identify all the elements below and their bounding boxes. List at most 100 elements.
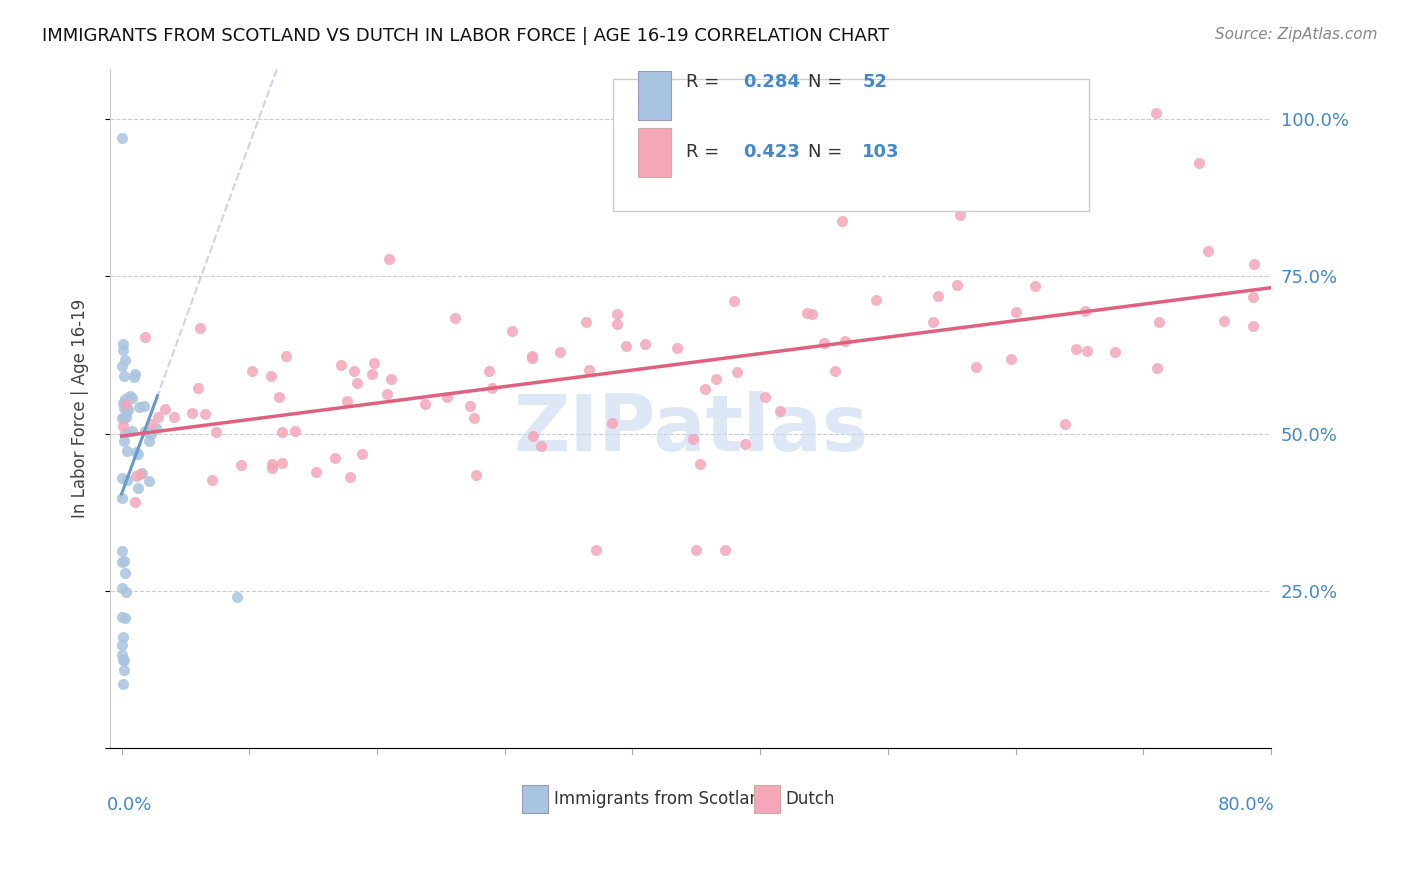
Point [378, 252, 401, 267]
Point [689, 457, 711, 471]
Point [111, 471, 134, 485]
Point [548, 344, 571, 359]
Bar [522, 785, 548, 814]
Text: N =: N = [808, 73, 848, 91]
Point [274, 350, 297, 364]
Point [260, 457, 283, 471]
Point [501, 324, 523, 338]
Point [269, 390, 291, 404]
Point [112, 396, 135, 410]
Point [127, 446, 149, 460]
Point [530, 439, 553, 453]
Point [146, 409, 169, 424]
Point [436, 390, 458, 404]
Point [665, 341, 688, 355]
Bar [638, 70, 671, 120]
Point [115, 401, 138, 416]
Point [125, 444, 148, 458]
Point [725, 365, 748, 379]
Point [112, 554, 135, 568]
Point [201, 473, 224, 487]
Point [132, 400, 155, 414]
Point [111, 555, 134, 569]
Text: ZIPatlas: ZIPatlas [513, 391, 868, 467]
Point [520, 351, 543, 366]
Point [117, 403, 139, 417]
Point [111, 639, 134, 653]
Point [305, 465, 328, 479]
Point [1144, 105, 1167, 120]
Point [363, 355, 385, 369]
Point [695, 382, 717, 396]
Point [112, 434, 135, 448]
Point [585, 543, 607, 558]
Point [271, 456, 294, 470]
Text: Source: ZipAtlas.com: Source: ZipAtlas.com [1215, 27, 1378, 42]
Point [229, 458, 252, 472]
Point [522, 349, 544, 363]
Point [204, 425, 226, 439]
Point [330, 359, 353, 373]
Bar [755, 785, 780, 814]
Point [111, 359, 134, 374]
Point [754, 390, 776, 404]
Point [139, 417, 162, 431]
Point [336, 394, 359, 409]
Point [824, 364, 846, 378]
Point [1147, 314, 1170, 328]
Point [124, 367, 146, 381]
Text: N =: N = [808, 143, 848, 161]
Point [1024, 279, 1046, 293]
Point [112, 663, 135, 677]
Point [121, 424, 143, 438]
Point [1073, 304, 1095, 318]
Point [1212, 313, 1234, 327]
Point [180, 405, 202, 419]
Point [339, 469, 361, 483]
Point [112, 653, 135, 667]
Text: R =: R = [686, 143, 725, 161]
Point [127, 481, 149, 495]
Point [1243, 257, 1265, 271]
Point [270, 425, 292, 439]
Text: Dutch: Dutch [786, 789, 835, 808]
Point [145, 420, 167, 434]
Point [813, 336, 835, 351]
Point [464, 467, 486, 482]
Point [110, 130, 132, 145]
Point [614, 339, 637, 353]
Point [1004, 305, 1026, 319]
Point [415, 397, 437, 411]
Point [578, 363, 600, 377]
FancyBboxPatch shape [613, 78, 1088, 211]
Point [458, 399, 481, 413]
Point [284, 425, 307, 439]
Point [1197, 244, 1219, 258]
Point [1188, 156, 1211, 170]
Point [114, 392, 136, 406]
Point [112, 419, 135, 434]
Point [627, 159, 650, 173]
Point [121, 391, 143, 405]
Point [443, 311, 465, 326]
Text: 103: 103 [862, 143, 900, 161]
Point [522, 429, 544, 443]
Point [260, 460, 283, 475]
Point [1104, 344, 1126, 359]
Point [260, 369, 283, 384]
Point [111, 544, 134, 558]
Point [111, 411, 134, 425]
Text: 52: 52 [862, 73, 887, 91]
Point [865, 293, 887, 307]
Text: 80.0%: 80.0% [1218, 796, 1275, 814]
Point [114, 610, 136, 624]
Point [831, 214, 853, 228]
Point [800, 307, 823, 321]
Point [575, 316, 598, 330]
Point [965, 359, 987, 374]
Point [346, 376, 368, 391]
Point [190, 321, 212, 335]
Point [478, 364, 501, 378]
Point [1241, 290, 1264, 304]
Point [138, 434, 160, 448]
